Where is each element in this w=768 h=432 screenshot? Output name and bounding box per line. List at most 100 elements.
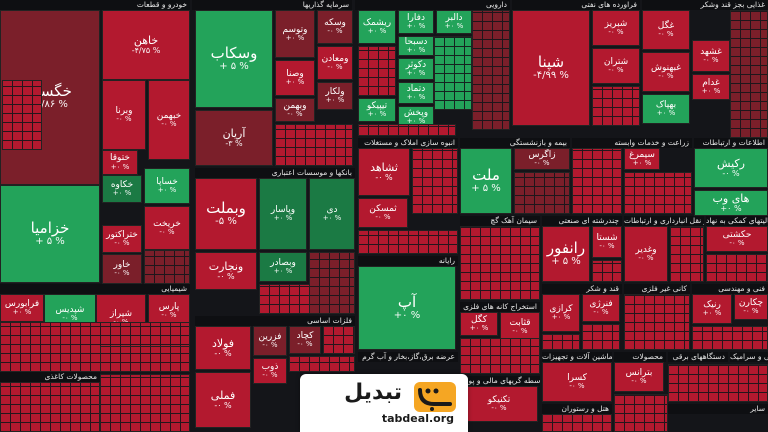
stock-tile[interactable]: غبهنوش -۰ % bbox=[642, 52, 690, 92]
stock-tile[interactable]: دتماد +۰ % bbox=[398, 82, 434, 104]
stock-tile[interactable] bbox=[668, 364, 768, 402]
stock-tile[interactable] bbox=[582, 324, 620, 350]
stock-tile[interactable] bbox=[100, 374, 190, 432]
stock-tile[interactable] bbox=[730, 10, 768, 138]
stock-tile[interactable] bbox=[358, 124, 456, 136]
stock-tile[interactable]: آریان -۳ % bbox=[195, 110, 273, 166]
stock-tile[interactable]: بترانس -۰ % bbox=[614, 362, 664, 392]
stock-tile[interactable] bbox=[100, 346, 190, 372]
stock-tile[interactable]: شستا -۰ % bbox=[592, 226, 622, 258]
stock-tile[interactable]: بهپاک +۰ % bbox=[642, 94, 690, 124]
stock-tile[interactable] bbox=[289, 356, 355, 372]
stock-tile[interactable]: ریشمک +۰ % bbox=[358, 10, 396, 44]
stock-tile[interactable]: شتران -۰ % bbox=[592, 48, 640, 84]
stock-tile[interactable]: غگل -۰ % bbox=[642, 10, 690, 50]
stock-tile[interactable] bbox=[144, 250, 190, 284]
stock-tile[interactable] bbox=[358, 46, 396, 96]
stock-tile[interactable]: خاور -۰ % bbox=[102, 254, 142, 284]
stock-tile[interactable]: آپ +۰ % bbox=[358, 266, 456, 350]
stock-tile[interactable]: حکشتی -۰ % bbox=[706, 226, 768, 252]
stock-tile[interactable]: دالبر +۰ % bbox=[436, 10, 472, 34]
stock-tile[interactable] bbox=[542, 334, 580, 350]
stock-tile[interactable] bbox=[514, 172, 570, 214]
stock-tile[interactable]: ثشاهد -۰ % bbox=[358, 148, 410, 196]
stock-tile[interactable]: غدام +۰ % bbox=[692, 74, 730, 100]
stock-tile[interactable]: تیپیکو +۰ % bbox=[358, 98, 396, 122]
stock-tile[interactable]: رکیش -۰ % bbox=[694, 148, 768, 188]
stock-tile[interactable] bbox=[275, 124, 353, 166]
stock-tile[interactable]: وبصادر +۰ % bbox=[259, 252, 307, 282]
stock-tile[interactable]: ولکار +۰ % bbox=[317, 82, 353, 110]
stock-tile[interactable]: فنرژی -۰ % bbox=[582, 294, 620, 322]
stock-tile[interactable] bbox=[670, 226, 704, 282]
stock-tile[interactable] bbox=[460, 226, 540, 300]
stock-tile[interactable]: وغدیر -۰ % bbox=[624, 226, 668, 282]
stock-tile[interactable] bbox=[309, 252, 355, 314]
stock-tile[interactable] bbox=[592, 260, 622, 282]
stock-tile[interactable]: رانفور + ۵ % bbox=[542, 226, 590, 282]
stock-tile[interactable]: فرابورس +۰ % bbox=[0, 294, 44, 322]
stock-tile[interactable]: وسکاب + ۵ % bbox=[195, 10, 273, 108]
stock-tile[interactable]: فولاد -۰ % bbox=[195, 326, 251, 370]
stock-tile[interactable]: فملی -۰ % bbox=[195, 372, 251, 428]
stock-tile[interactable]: ختراکتور -۰ % bbox=[102, 225, 142, 253]
stock-tile[interactable]: ثمسکن -۰ % bbox=[358, 198, 408, 228]
stock-tile[interactable]: زاگرس -۰ % bbox=[514, 148, 570, 170]
stock-tile[interactable]: ونجارت -۰ % bbox=[195, 252, 257, 290]
stock-tile[interactable] bbox=[0, 382, 100, 432]
stock-tile[interactable]: خریخت -۰ % bbox=[144, 206, 190, 250]
stock-tile[interactable] bbox=[706, 254, 768, 282]
stock-tile[interactable]: خکاوه +۰ % bbox=[102, 175, 142, 203]
stock-tile[interactable]: وسکه -۰ % bbox=[317, 10, 353, 44]
stock-tile[interactable] bbox=[542, 414, 612, 432]
stock-tile[interactable]: های وب +۰ % bbox=[694, 190, 768, 216]
stock-tile[interactable] bbox=[624, 172, 692, 214]
stock-tile[interactable]: دسبحا +۰ % bbox=[398, 36, 434, 56]
stock-tile[interactable]: تکنیکو -۰ % bbox=[460, 386, 538, 422]
stock-tile[interactable]: خزامیا + ۵ % bbox=[0, 185, 100, 283]
stock-tile[interactable]: کسرا -۰ % bbox=[542, 362, 612, 402]
stock-tile[interactable]: رنیک +۰ % bbox=[692, 294, 732, 324]
stock-tile[interactable]: وبهمن -۰ % bbox=[275, 98, 315, 122]
stock-tile[interactable]: خساپا +۰ % bbox=[144, 168, 190, 204]
stock-tile[interactable]: وتوسم +۰ % bbox=[275, 10, 315, 58]
stock-tile[interactable]: سیمرغ +۰ % bbox=[624, 148, 660, 170]
stock-tile[interactable]: کرازی +۰ % bbox=[542, 294, 580, 332]
stock-tile[interactable]: فزرین -۰ % bbox=[253, 326, 287, 356]
stock-tile[interactable]: خبهمن -۰ % bbox=[148, 80, 190, 160]
stock-tile[interactable] bbox=[624, 294, 690, 350]
stock-tile[interactable]: ملت + ۵ % bbox=[460, 148, 512, 214]
stock-tile[interactable] bbox=[434, 36, 472, 110]
stock-tile[interactable]: وپاسار +۰ % bbox=[259, 178, 307, 250]
stock-tile[interactable] bbox=[592, 86, 640, 126]
stock-tile[interactable] bbox=[692, 326, 768, 350]
stock-tile[interactable]: دکوثر +۰ % bbox=[398, 58, 434, 80]
stock-change: +۰ % bbox=[720, 203, 742, 213]
stock-tile[interactable]: شپنا -۴/۹۹ % bbox=[512, 10, 590, 126]
stock-change: -۰ % bbox=[375, 213, 391, 222]
stock-tile[interactable] bbox=[2, 80, 42, 150]
stock-tile[interactable] bbox=[358, 230, 458, 254]
stock-tile[interactable]: کگل +۰ % bbox=[460, 312, 498, 336]
stock-tile[interactable] bbox=[323, 326, 355, 354]
stock-tile[interactable] bbox=[472, 10, 510, 130]
stock-tile[interactable]: چکارن -۰ % bbox=[734, 294, 768, 320]
stock-tile[interactable]: شبریز -۰ % bbox=[592, 10, 640, 46]
stock-tile[interactable]: دی +۰ % bbox=[309, 178, 355, 250]
stock-tile[interactable]: قثابت -۰ % bbox=[500, 312, 540, 342]
stock-tile[interactable]: دفارا +۰ % bbox=[398, 10, 434, 34]
stock-tile[interactable]: غشهد -۰ % bbox=[692, 40, 730, 72]
stock-tile[interactable]: ومعادن -۰ % bbox=[317, 46, 353, 80]
stock-tile[interactable]: کچاد -۰ % bbox=[289, 326, 321, 354]
stock-tile[interactable]: خاهن -۴/۷۵ % bbox=[102, 10, 190, 80]
stock-tile[interactable]: وصنا +۰ % bbox=[275, 60, 315, 96]
stock-tile[interactable]: وبرنا -۰ % bbox=[102, 80, 146, 150]
stock-tile[interactable] bbox=[460, 338, 540, 374]
stock-tile[interactable] bbox=[412, 148, 458, 214]
stock-tile[interactable] bbox=[572, 148, 622, 214]
stock-tile[interactable]: وبملت -۵ % bbox=[195, 178, 257, 250]
stock-tile[interactable]: ذوب -۰ % bbox=[253, 358, 287, 384]
stock-tile[interactable] bbox=[614, 394, 668, 432]
tile-grid bbox=[593, 261, 621, 281]
stock-tile[interactable]: ختوقا +۰ % bbox=[102, 150, 138, 175]
